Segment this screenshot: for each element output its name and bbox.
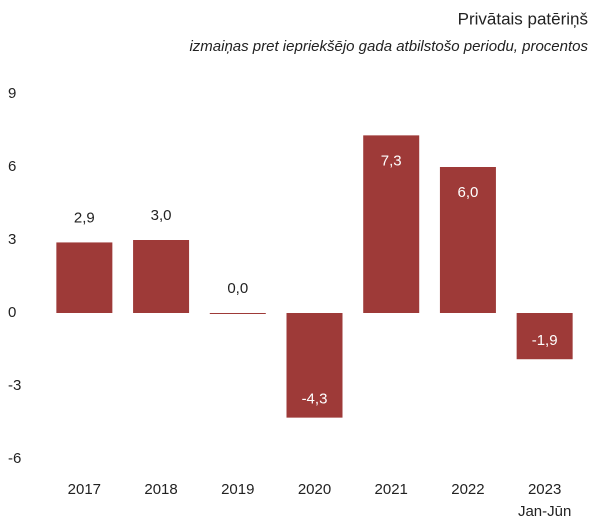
bar — [209, 313, 266, 314]
x-tick-label: 2023 — [528, 481, 561, 498]
value-label: 6,0 — [457, 184, 478, 201]
bar — [133, 240, 190, 313]
x-tick-label: 2022 — [451, 481, 484, 498]
x-tick-label: 2017 — [68, 481, 101, 498]
value-label: 3,0 — [151, 207, 172, 224]
x-tick-label: 2018 — [144, 481, 177, 498]
y-tick-label: 0 — [8, 304, 16, 321]
value-label: 7,3 — [381, 152, 402, 169]
y-tick-label: -6 — [8, 450, 21, 467]
x-tick-label: 2021 — [375, 481, 408, 498]
bar — [363, 135, 420, 313]
x-tick-label: 2020 — [298, 481, 331, 498]
x-tick-label: Jan-Jūn — [518, 503, 571, 520]
bar — [439, 167, 496, 313]
value-label: -4,3 — [302, 391, 328, 408]
value-label: 0,0 — [227, 280, 248, 297]
bar — [56, 242, 113, 313]
chart-title: Privātais patēriņš — [458, 9, 588, 28]
bar — [516, 313, 573, 360]
bar — [286, 313, 343, 418]
chart-subtitle: izmaiņas pret iepriekšējo gada atbilstoš… — [189, 38, 588, 55]
y-tick-label: 6 — [8, 158, 16, 175]
value-label: -1,9 — [532, 332, 558, 349]
y-tick-label: -3 — [8, 377, 21, 394]
y-tick-label: 3 — [8, 231, 16, 248]
value-label: 2,9 — [74, 209, 95, 226]
x-tick-label: 2019 — [221, 481, 254, 498]
y-tick-label: 9 — [8, 85, 16, 102]
